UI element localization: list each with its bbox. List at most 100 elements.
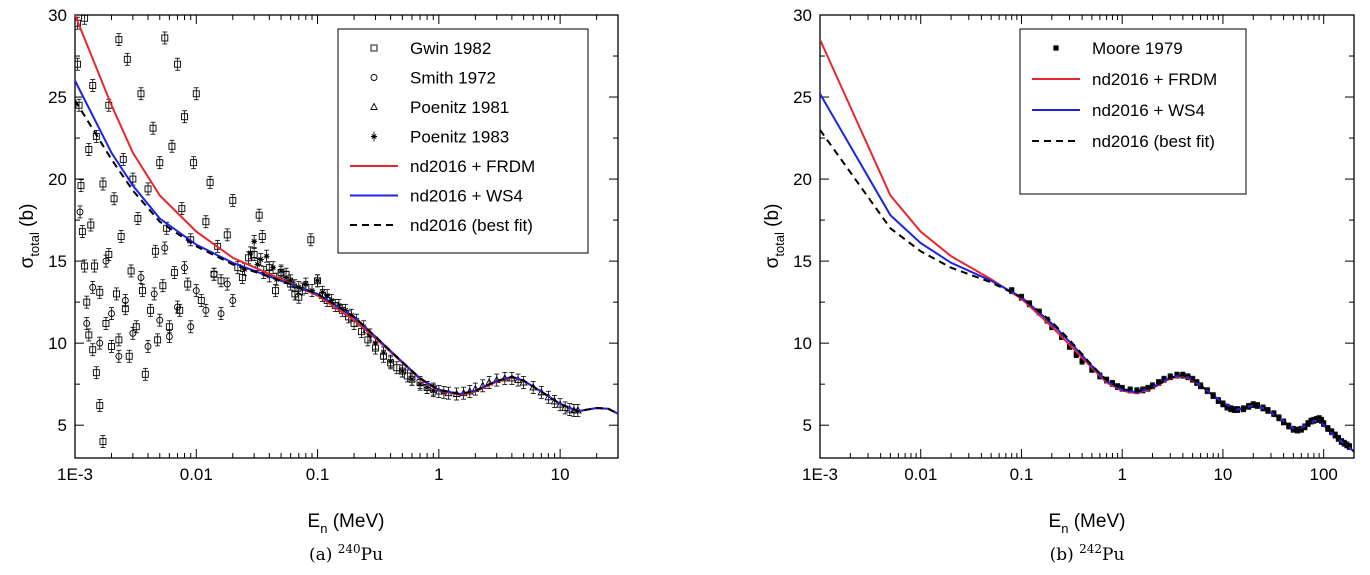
data-point-moore-1979 xyxy=(1332,432,1338,438)
caption-mass-number: 242 xyxy=(1079,542,1102,556)
data-point-poenitz-1983 xyxy=(328,297,335,304)
data-point-poenitz-1983 xyxy=(387,358,394,365)
data-point-poenitz-1983 xyxy=(335,302,342,309)
x-axis-label-main: E xyxy=(308,511,321,532)
data-point-moore-1979 xyxy=(1089,366,1095,372)
data-point-moore-1979 xyxy=(1254,402,1261,409)
data-point-gwin-1982 xyxy=(181,113,188,121)
data-point-smith-1972 xyxy=(210,270,218,278)
legend-label: Poenitz 1981 xyxy=(410,98,509,117)
data-point-smith-1972 xyxy=(121,297,129,304)
data-point-poenitz-1983 xyxy=(309,287,316,294)
data-point-gwin-1982 xyxy=(83,298,91,306)
data-point-poenitz-1983 xyxy=(399,368,406,375)
y-tick-label: 5 xyxy=(803,416,812,435)
data-point-poenitz-1983 xyxy=(424,384,431,391)
legend: Gwin 1982 Smith 1972 Poenitz 1981 Poenitz 1… xyxy=(337,28,589,254)
panel-a-240pu: 1E-3 0.01 0.1 1 10 5 10 15 20 25 30 En (MeV) σtotal … xyxy=(17,6,619,565)
data-point-poenitz-1983 xyxy=(247,249,254,256)
data-point-gwin-1982 xyxy=(307,236,315,244)
data-point-gwin-1982 xyxy=(170,269,178,277)
data-point-gwin-1982 xyxy=(154,336,162,344)
data-point-gwin-1982 xyxy=(139,287,146,295)
series-line-nd2016-best-fit xyxy=(75,99,618,415)
data-point-moore-1979 xyxy=(1079,358,1085,364)
caption-label: (b) xyxy=(1050,545,1080,565)
caption-element: Pu xyxy=(361,545,383,565)
data-point-smith-1972 xyxy=(217,310,225,318)
legend-marker-smith-1972 xyxy=(370,74,378,81)
series-gwin-1982 xyxy=(75,15,437,448)
x-tick-label: 1 xyxy=(434,465,443,484)
y-tick-label: 10 xyxy=(793,334,812,353)
x-tick-label: 0.01 xyxy=(180,465,213,484)
legend-label: nd2016 (best fit) xyxy=(1092,132,1215,151)
legend-label: Poenitz 1983 xyxy=(410,128,509,147)
data-point-poenitz-1983 xyxy=(251,238,258,245)
data-point-gwin-1982 xyxy=(190,159,198,167)
legend-marker-moore-1979 xyxy=(1053,45,1059,51)
x-axis-label: En (MeV) xyxy=(308,511,385,536)
data-point-smith-1972 xyxy=(137,274,145,281)
data-point-gwin-1982 xyxy=(110,195,118,203)
data-point-smith-1972 xyxy=(192,287,200,295)
legend-label: Moore 1979 xyxy=(1092,39,1183,58)
x-axis-label-unit: (MeV) xyxy=(327,511,384,532)
x-tick-label: 1E-3 xyxy=(57,465,93,484)
data-point-gwin-1982 xyxy=(115,36,123,44)
plot-frame xyxy=(74,14,619,459)
data-point-gwin-1982 xyxy=(144,185,152,193)
legend-label: nd2016 + WS4 xyxy=(1092,101,1205,120)
data-point-smith-1972 xyxy=(165,333,173,341)
data-point-gwin-1982 xyxy=(96,288,104,296)
data-point-gwin-1982 xyxy=(75,60,82,68)
data-point-gwin-1982 xyxy=(102,320,110,327)
data-point-gwin-1982 xyxy=(85,331,93,339)
data-point-gwin-1982 xyxy=(178,205,186,213)
data-point-moore-1979 xyxy=(1308,418,1314,424)
data-point-gwin-1982 xyxy=(99,180,107,188)
legend-label: Smith 1972 xyxy=(410,69,496,88)
data-point-moore-1979 xyxy=(1174,372,1180,378)
data-point-gwin-1982 xyxy=(91,262,99,270)
data-point-gwin-1982 xyxy=(96,402,104,409)
caption-label: (a) xyxy=(309,545,338,565)
y-tick-label: 30 xyxy=(793,6,812,25)
y-axis-label: σtotal (b) xyxy=(17,204,42,269)
y-axis-label-sub: total xyxy=(772,232,787,257)
x-tick-label: 10 xyxy=(551,465,570,484)
data-point-moore-1979 xyxy=(1224,404,1230,410)
y-axis-label-main: σ xyxy=(17,256,38,268)
legend-box xyxy=(1019,28,1247,195)
data-point-gwin-1982 xyxy=(295,293,303,301)
x-axis-label: En (MeV) xyxy=(1049,511,1126,536)
y-tick-label: 25 xyxy=(48,88,67,107)
data-point-gwin-1982 xyxy=(217,277,225,285)
data-point-smith-1972 xyxy=(223,280,231,288)
y-axis-label-unit: (b) xyxy=(762,204,783,233)
y-tick-label: 15 xyxy=(793,252,812,271)
y-axis-label-unit: (b) xyxy=(17,204,38,233)
data-point-gwin-1982 xyxy=(149,124,157,132)
data-point-gwin-1982 xyxy=(89,82,97,90)
data-point-moore-1979 xyxy=(1231,406,1238,413)
data-point-moore-1979 xyxy=(1321,420,1327,427)
data-point-gwin-1982 xyxy=(77,182,85,190)
data-point-moore-1979 xyxy=(1127,387,1133,393)
data-point-poenitz-1983 xyxy=(366,331,373,338)
data-point-gwin-1982 xyxy=(214,242,222,250)
data-point-smith-1972 xyxy=(76,208,84,216)
data-point-poenitz-1983 xyxy=(270,264,277,271)
data-point-poenitz-1983 xyxy=(408,376,415,383)
data-point-gwin-1982 xyxy=(81,262,89,270)
data-point-smith-1972 xyxy=(129,329,137,337)
data-point-poenitz-1983 xyxy=(314,277,321,284)
data-point-gwin-1982 xyxy=(165,323,173,331)
data-point-moore-1979 xyxy=(1119,385,1125,391)
y-tick-label: 15 xyxy=(48,252,67,271)
data-point-gwin-1982 xyxy=(123,55,131,63)
data-point-gwin-1982 xyxy=(147,306,155,314)
data-point-gwin-1982 xyxy=(141,370,149,378)
figure-caption: (b) 242Pu xyxy=(1050,542,1125,565)
